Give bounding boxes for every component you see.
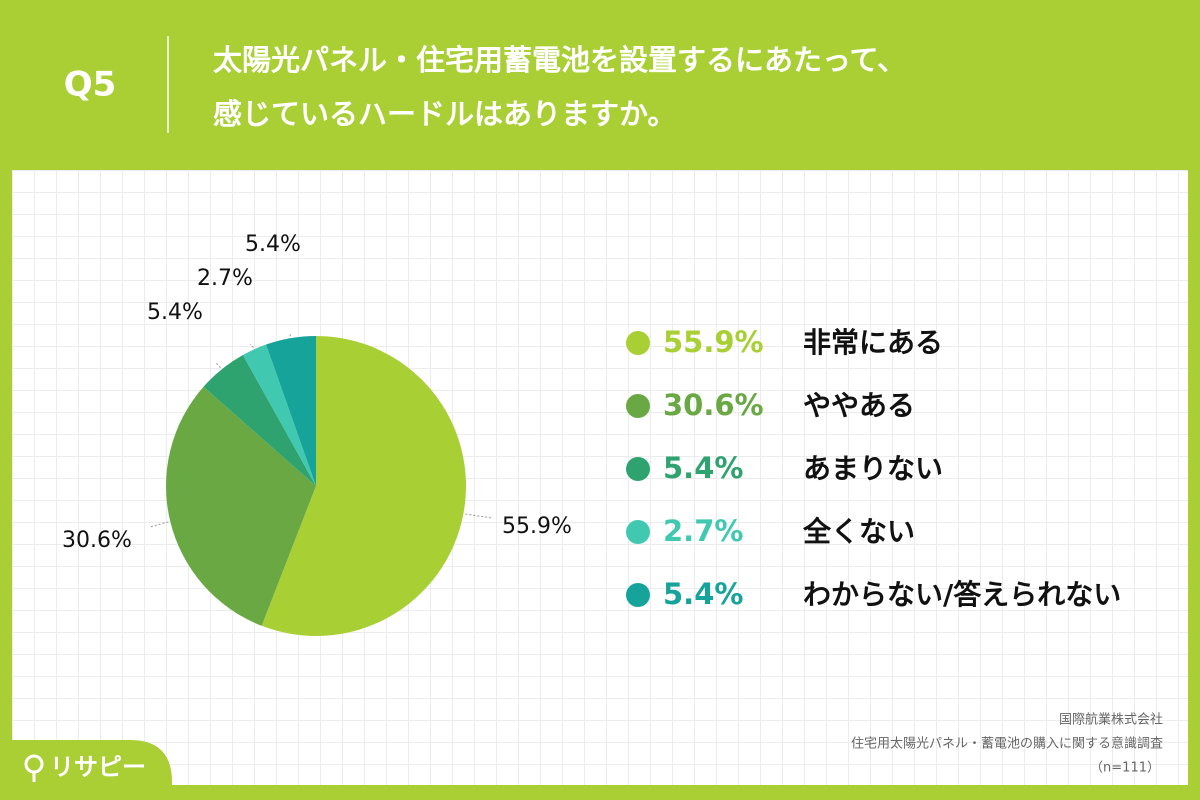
legend-marker	[626, 583, 650, 607]
logo-text: リサピー	[50, 753, 146, 781]
legend-marker	[626, 520, 650, 544]
legend-value: 5.4%	[663, 451, 743, 485]
title-line: 感じているハードルはありますか。	[213, 97, 676, 131]
pie-slice	[261, 336, 466, 636]
data-label: 30.6%	[62, 528, 132, 553]
footer-text: （n=111）	[1090, 761, 1160, 776]
legend-marker	[626, 457, 650, 481]
legend-value: 55.9%	[663, 325, 764, 359]
data-label: 5.4%	[147, 300, 203, 325]
pie-slice	[266, 336, 316, 486]
footer-text: 住宅用太陽光パネル・蓄電池の購入に関する意識調査	[851, 736, 1163, 752]
pie-slice	[203, 355, 316, 486]
legend-label: 非常にある	[803, 326, 943, 359]
leader-line	[149, 521, 169, 528]
legend-value: 5.4%	[663, 577, 743, 611]
data-label: 55.9%	[502, 514, 572, 539]
data-label: 2.7%	[197, 266, 253, 291]
chart-panel	[12, 170, 1188, 785]
legend-label: わからない/答えられない	[803, 578, 1121, 611]
pie-slice	[165, 386, 316, 626]
footer-text: 国際航業株式会社	[1059, 712, 1163, 728]
leader-line	[214, 361, 221, 369]
pie-slice	[242, 344, 316, 486]
data-label: 5.4%	[245, 232, 301, 257]
title-line: 太陽光パネル・住宅用蓄電池を設置するにあたって、	[213, 43, 906, 77]
legend-marker	[626, 394, 650, 418]
leader-line	[465, 513, 493, 519]
legend-value: 2.7%	[663, 514, 743, 548]
legend-value: 30.6%	[663, 388, 764, 422]
leader-line	[249, 343, 254, 348]
legend-label: あまりない	[803, 452, 943, 485]
logo-tab	[0, 740, 172, 800]
question-label: Q5	[64, 65, 117, 105]
legend-label: ややある	[803, 389, 915, 422]
legend-marker	[626, 331, 650, 355]
legend-label: 全くない	[802, 515, 915, 548]
